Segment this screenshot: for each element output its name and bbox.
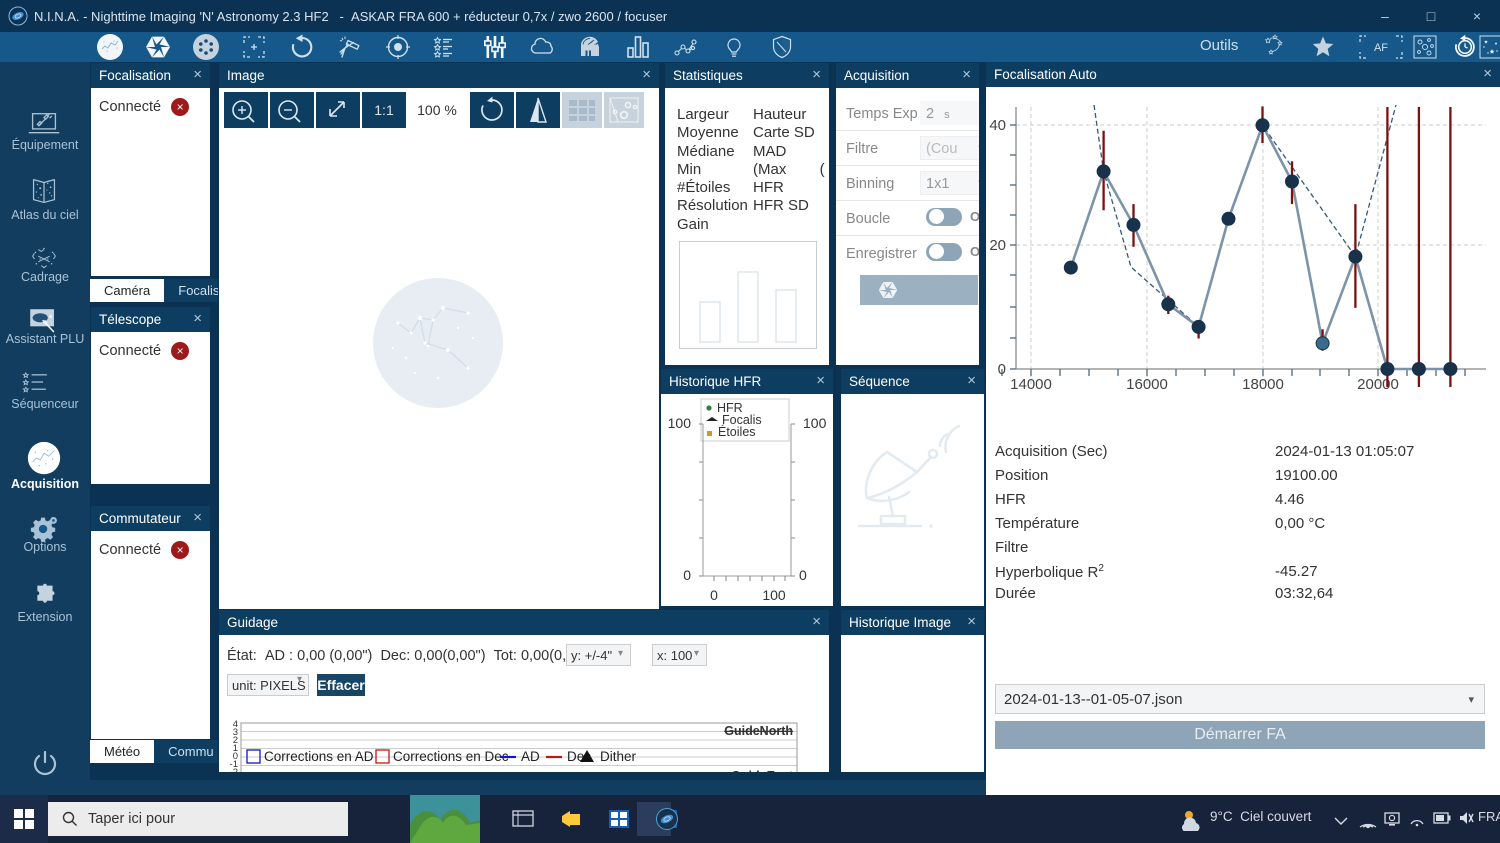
svg-text:AD: AD — [521, 749, 540, 764]
svg-text:-2: -2 — [230, 767, 238, 773]
svg-text:AF: AF — [1374, 42, 1388, 54]
svg-text:18000: 18000 — [1242, 376, 1284, 393]
svg-text:GuideNorth: GuideNorth — [724, 724, 793, 738]
svg-text:Corrections en AD: Corrections en AD — [264, 749, 374, 764]
svg-text:100: 100 — [803, 415, 827, 431]
svg-text:14000: 14000 — [1010, 376, 1052, 393]
svg-text:0: 0 — [998, 361, 1006, 378]
svg-text:0: 0 — [710, 587, 718, 603]
svg-text:40: 40 — [989, 117, 1006, 134]
svg-text:0: 0 — [799, 567, 807, 583]
svg-text:20000: 20000 — [1357, 376, 1399, 393]
svg-text:1:1: 1:1 — [374, 102, 394, 118]
svg-text:100: 100 — [762, 587, 786, 603]
svg-text:Dither: Dither — [600, 749, 637, 764]
svg-text:0: 0 — [683, 567, 691, 583]
svg-text:20: 20 — [989, 237, 1006, 254]
svg-text:Corrections en Dec: Corrections en Dec — [393, 749, 509, 764]
svg-text:GuideEast: GuideEast — [731, 769, 794, 773]
svg-text:100: 100 — [668, 415, 692, 431]
svg-text:Étoiles: Étoiles — [718, 424, 756, 439]
svg-text:16000: 16000 — [1126, 376, 1168, 393]
